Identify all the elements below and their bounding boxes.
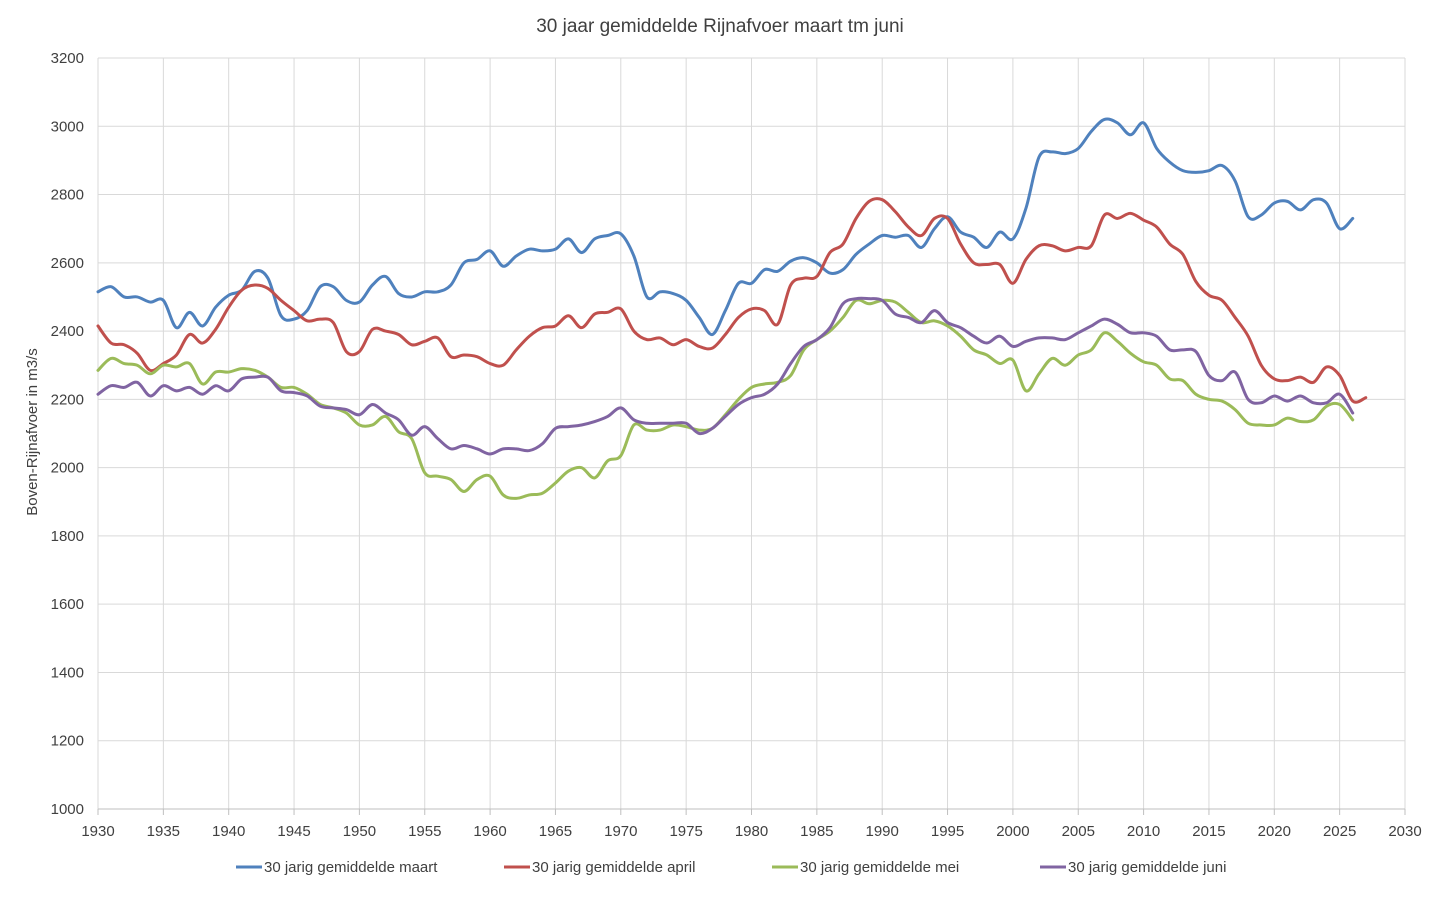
x-tick-label: 1940 [212, 823, 245, 840]
y-tick-label: 3200 [51, 50, 84, 67]
y-tick-label: 2600 [51, 255, 84, 272]
x-tick-label: 2020 [1258, 823, 1291, 840]
x-tick-label: 2025 [1323, 823, 1356, 840]
x-tick-label: 2015 [1192, 823, 1225, 840]
y-tick-label: 1600 [51, 596, 84, 613]
x-tick-label: 1990 [866, 823, 899, 840]
x-tick-label: 1945 [277, 823, 310, 840]
x-tick-label: 2005 [1062, 823, 1095, 840]
chart-title: 30 jaar gemiddelde Rijnafvoer maart tm j… [536, 16, 904, 37]
series-lines [96, 117, 1368, 500]
y-tick-label: 3000 [51, 118, 84, 135]
x-tick-label: 1965 [539, 823, 572, 840]
x-tick-label: 1935 [147, 823, 180, 840]
series-line-0 [96, 117, 1355, 336]
x-tick-label: 1955 [408, 823, 441, 840]
x-tick-label: 1930 [81, 823, 114, 840]
y-tick-label: 1000 [51, 801, 84, 818]
x-tick-label: 2000 [996, 823, 1029, 840]
series-line-1 [96, 197, 1368, 404]
y-axis-tick-labels: 1000 1200 1400 1600 1800 2000 2200 2400 2600 2800… [51, 50, 84, 818]
legend-label-3: 30 jarig gemiddelde juni [1068, 859, 1226, 876]
legend: 30 jarig gemiddelde maart 30 jarig gemidd… [236, 859, 1226, 876]
y-tick-label: 1800 [51, 528, 84, 545]
legend-label-0: 30 jarig gemiddelde maart [264, 859, 438, 876]
x-tick-label: 1960 [473, 823, 506, 840]
x-tick-label: 1970 [604, 823, 637, 840]
x-tick-label: 1985 [800, 823, 833, 840]
y-tick-label: 1400 [51, 664, 84, 681]
y-axis-label: Boven-Rijnafvoer in m3/s [24, 348, 41, 516]
x-tick-label: 1975 [669, 823, 702, 840]
y-tick-label: 2800 [51, 187, 84, 204]
y-tick-label: 1200 [51, 733, 84, 750]
x-tick-label: 2030 [1388, 823, 1421, 840]
axes [97, 808, 1406, 815]
legend-label-1: 30 jarig gemiddelde april [532, 859, 695, 876]
x-tick-label: 1995 [931, 823, 964, 840]
legend-label-2: 30 jarig gemiddelde mei [800, 859, 959, 876]
y-tick-label: 2400 [51, 323, 84, 340]
y-tick-label: 2000 [51, 460, 84, 477]
gridlines [97, 57, 1406, 810]
x-axis-tick-labels: 1930 1935 1940 1945 1950 1955 1960 1965 1970 1975… [81, 823, 1421, 840]
x-tick-label: 1980 [735, 823, 768, 840]
x-tick-label: 1950 [343, 823, 376, 840]
x-tick-label: 2010 [1127, 823, 1160, 840]
series-line-3 [96, 296, 1355, 456]
y-tick-label: 2200 [51, 391, 84, 408]
